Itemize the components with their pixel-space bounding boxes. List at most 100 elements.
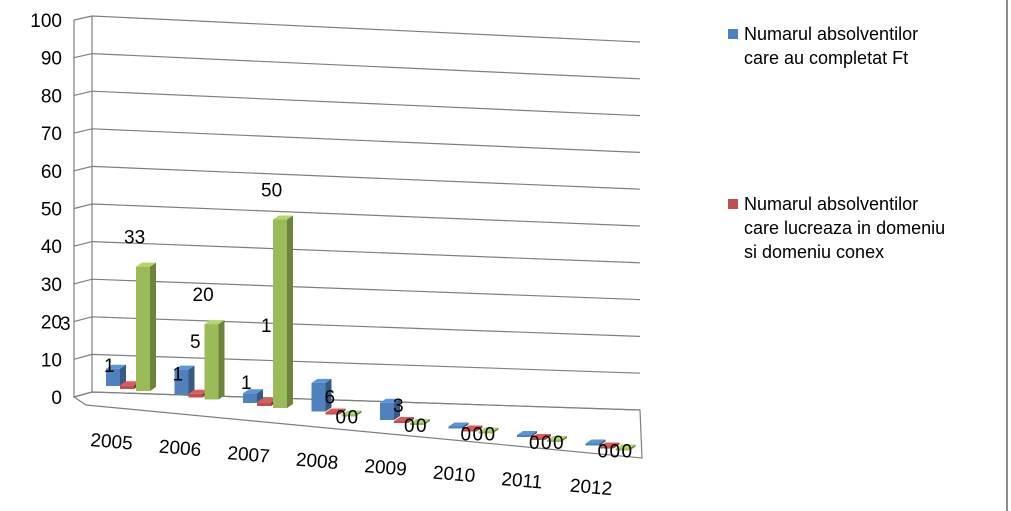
x-tick-label: 2006 (158, 437, 202, 462)
data-label: 0 (529, 433, 540, 454)
bar-top (325, 408, 346, 413)
bar-top (394, 417, 414, 421)
bars (106, 215, 636, 451)
bar-side (476, 425, 483, 432)
bar-side (150, 262, 156, 391)
bar-side (325, 378, 332, 412)
y-tick-label: 60 (41, 162, 62, 183)
bar-top (136, 262, 156, 267)
x-tick-label: 2007 (227, 443, 271, 468)
bar (448, 426, 463, 429)
y-tick-label: 30 (41, 275, 62, 296)
data-label: 0 (610, 442, 621, 463)
gridline (73, 353, 641, 374)
bar-top (120, 381, 140, 386)
bar (585, 443, 600, 446)
data-label: 0 (473, 425, 484, 446)
data-label: 0 (622, 442, 633, 463)
bar (547, 440, 561, 442)
bar (243, 393, 257, 403)
y-tick-label: 50 (41, 200, 62, 221)
bar (380, 402, 394, 420)
bar-top (380, 398, 400, 403)
legend-item-series-1: Numarul absolventilor care au completat … (728, 22, 998, 70)
x-tick-label: 2005 (90, 430, 134, 455)
legend-label-line: Numarul absolventilor (744, 24, 919, 44)
bar (136, 266, 150, 391)
bar-top (547, 436, 567, 440)
data-label: 0 (541, 433, 552, 454)
chart-frame-border (1006, 0, 1008, 511)
y-tick-label: 70 (41, 124, 62, 145)
bar (325, 412, 340, 415)
bar-side (561, 436, 567, 442)
bar (615, 448, 630, 451)
legend-swatch-series-2 (728, 199, 738, 209)
y-tick-label: 100 (30, 11, 62, 32)
y-tick-label: 90 (41, 49, 62, 70)
data-label: 20 (193, 285, 214, 306)
bar (311, 382, 326, 412)
data-label: 0 (336, 408, 347, 429)
gridline (73, 90, 641, 117)
bar-top (448, 422, 469, 427)
floor-outline (72, 391, 643, 459)
bar-top (311, 378, 332, 383)
axes (72, 16, 643, 459)
legend-label-line: si domeniu conex (744, 242, 885, 262)
legend-label-line: Numarul absolventilor (744, 194, 919, 214)
y-tick-label: 10 (41, 350, 62, 371)
data-label: 0 (404, 416, 415, 437)
legend-label-line: care lucreaza in domeniu (744, 218, 946, 238)
bar-top (106, 364, 126, 369)
bar (462, 429, 477, 432)
bar-top (410, 419, 430, 423)
x-tick-label: 2009 (364, 456, 408, 481)
bar-top (462, 425, 483, 430)
bar-side (394, 398, 400, 420)
bar (341, 414, 356, 417)
data-label: 0 (416, 416, 427, 437)
bar (174, 369, 189, 395)
bar-side (120, 364, 126, 386)
bar (531, 438, 545, 440)
bar-top (517, 431, 537, 435)
bar (410, 423, 424, 425)
data-label: 3 (393, 396, 404, 417)
bar-top (341, 410, 362, 415)
bar-side (462, 422, 469, 429)
data-label: 5 (190, 332, 201, 353)
bar-top (257, 398, 277, 403)
data-label: 0 (598, 442, 609, 463)
bar-top (599, 442, 620, 447)
data-label: 0 (348, 408, 359, 429)
bar (257, 402, 271, 406)
gridline (73, 128, 641, 153)
data-label: 50 (261, 181, 282, 202)
data-label: 0 (553, 433, 564, 454)
gridlines (73, 15, 641, 411)
data-label: 0 (461, 425, 472, 446)
bar-side (613, 442, 620, 449)
bar-top (585, 439, 606, 444)
y-tick-label: 40 (41, 237, 62, 258)
bar-top (204, 320, 225, 325)
gridline (73, 240, 641, 264)
data-label: 6 (325, 388, 336, 409)
bar-side (408, 417, 414, 423)
data-label: 0 (485, 425, 496, 446)
bar-side (188, 365, 195, 395)
bar-side (339, 408, 346, 415)
data-label: 33 (124, 228, 145, 249)
bar (517, 435, 531, 437)
bar-top (531, 434, 551, 438)
bar (204, 324, 219, 400)
bar-top (478, 427, 499, 432)
bar-side (424, 419, 430, 425)
bar (120, 385, 134, 389)
bar-top (273, 215, 293, 220)
data-label: 1 (173, 365, 184, 386)
